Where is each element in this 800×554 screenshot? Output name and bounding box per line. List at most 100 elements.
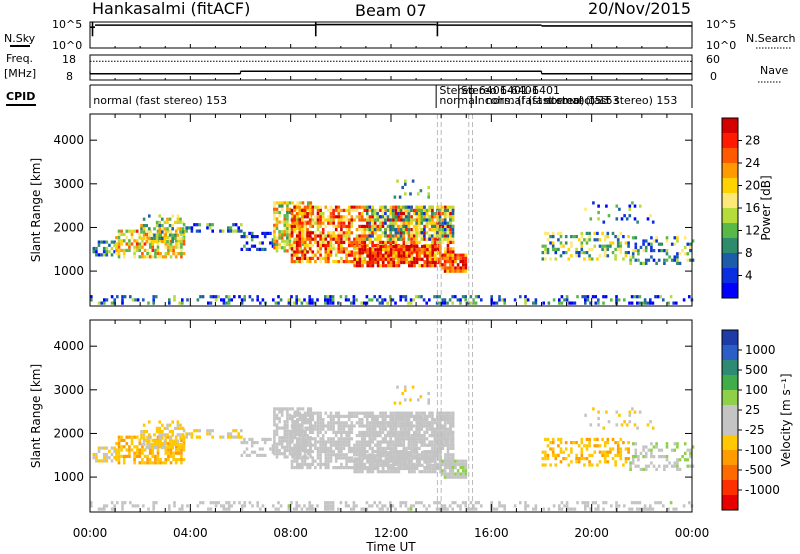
range-gate-cell — [290, 453, 294, 457]
range-gate-cell — [355, 247, 359, 251]
range-gate-cell — [449, 459, 452, 463]
range-gate-cell — [410, 424, 413, 428]
range-gate-cell — [280, 413, 284, 417]
range-gate-cell — [298, 504, 301, 508]
range-gate-cell — [627, 447, 630, 451]
range-gate-cell — [444, 250, 447, 254]
range-gate-cell — [148, 458, 152, 462]
range-gate-cell — [273, 201, 276, 205]
range-gate-cell — [179, 436, 182, 440]
range-gate-cell — [355, 298, 358, 302]
range-gate-cell — [360, 443, 364, 447]
range-gate-cell — [306, 440, 309, 444]
range-gate-cell — [296, 429, 300, 433]
range-gate-cell — [366, 466, 369, 471]
range-gate-cell — [410, 414, 413, 418]
range-gate-cell — [407, 462, 411, 466]
range-gate-cell — [155, 295, 158, 299]
range-gate-cell — [402, 414, 405, 418]
range-gate-cell — [337, 414, 341, 418]
range-gate-cell — [295, 421, 299, 425]
range-gate-cell — [425, 414, 429, 418]
range-gate-cell — [451, 456, 455, 460]
range-gate-cell — [298, 450, 302, 454]
range-gate-cell — [311, 424, 315, 428]
range-gate-cell — [316, 418, 320, 422]
power-cells — [90, 179, 695, 305]
range-gate-cell — [387, 244, 390, 249]
range-gate-cell — [446, 443, 450, 447]
range-gate-cell — [283, 420, 287, 424]
range-gate-cell — [327, 231, 330, 235]
range-gate-cell — [619, 251, 623, 255]
range-gate-cell — [290, 231, 294, 235]
range-gate-cell — [214, 504, 218, 508]
range-gate-cell — [360, 446, 364, 450]
range-gate-cell — [441, 446, 445, 450]
range-gate-cell — [655, 261, 658, 265]
range-gate-cell — [185, 435, 188, 439]
range-gate-cell — [376, 446, 380, 450]
range-gate-cell — [557, 238, 560, 242]
range-gate-cell — [389, 221, 392, 225]
range-gate-cell — [182, 252, 186, 256]
range-gate-cell — [116, 295, 119, 299]
range-gate-cell — [451, 434, 455, 438]
range-gate-cell — [441, 237, 444, 241]
range-gate-cell — [439, 257, 442, 261]
range-gate-cell — [133, 445, 136, 449]
range-gate-cell — [449, 446, 452, 450]
range-gate-cell — [480, 504, 483, 508]
range-gate-cell — [405, 208, 408, 212]
range-gate-cell — [365, 212, 369, 216]
range-gate-cell — [332, 466, 335, 470]
range-gate-cell — [261, 247, 264, 251]
range-gate-cell — [181, 442, 185, 446]
range-gate-cell — [593, 437, 597, 441]
range-gate-cell — [173, 295, 176, 299]
range-gate-cell — [306, 418, 309, 422]
range-gate-cell — [293, 205, 296, 209]
range-gate-cell — [358, 411, 361, 415]
range-gate-cell — [441, 266, 444, 270]
range-gate-cell — [379, 205, 382, 209]
range-gate-cell — [418, 463, 421, 467]
range-gate-cell — [418, 234, 421, 238]
range-gate-cell — [430, 418, 434, 422]
range-gate-cell — [572, 235, 576, 239]
range-gate-cell — [368, 231, 372, 235]
range-gate-cell — [347, 234, 351, 238]
range-gate-cell — [423, 260, 427, 265]
range-gate-cell — [295, 440, 299, 444]
range-gate-cell — [293, 215, 296, 219]
range-gate-cell — [133, 255, 136, 259]
range-gate-cell — [575, 254, 578, 258]
range-gate-cell — [384, 457, 388, 461]
range-gate-cell — [547, 301, 551, 305]
range-gate-cell — [623, 214, 626, 218]
range-gate-cell — [275, 432, 279, 437]
range-gate-cell — [498, 501, 501, 505]
range-gate-cell — [117, 239, 121, 243]
range-gate-cell — [110, 501, 114, 505]
range-gate-cell — [316, 298, 319, 302]
range-gate-cell — [441, 240, 445, 244]
range-gate-cell — [295, 221, 299, 225]
range-gate-cell — [358, 251, 362, 255]
colorbar-tick-label: -25 — [745, 423, 765, 437]
range-gate-cell — [394, 424, 398, 428]
range-gate-cell — [275, 249, 279, 253]
range-gate-cell — [663, 249, 666, 253]
range-gate-cell — [278, 407, 281, 411]
range-gate-cell — [368, 424, 372, 428]
range-gate-cell — [373, 237, 377, 241]
range-gate-cell — [355, 228, 359, 232]
range-gate-cell — [672, 301, 675, 305]
range-gate-cell — [454, 475, 457, 479]
range-gate-cell — [389, 459, 393, 463]
range-gate-cell — [138, 451, 142, 455]
range-gate-cell — [549, 235, 552, 239]
range-gate-cell — [295, 446, 299, 450]
range-gate-cell — [443, 228, 447, 232]
range-gate-cell — [413, 264, 416, 268]
